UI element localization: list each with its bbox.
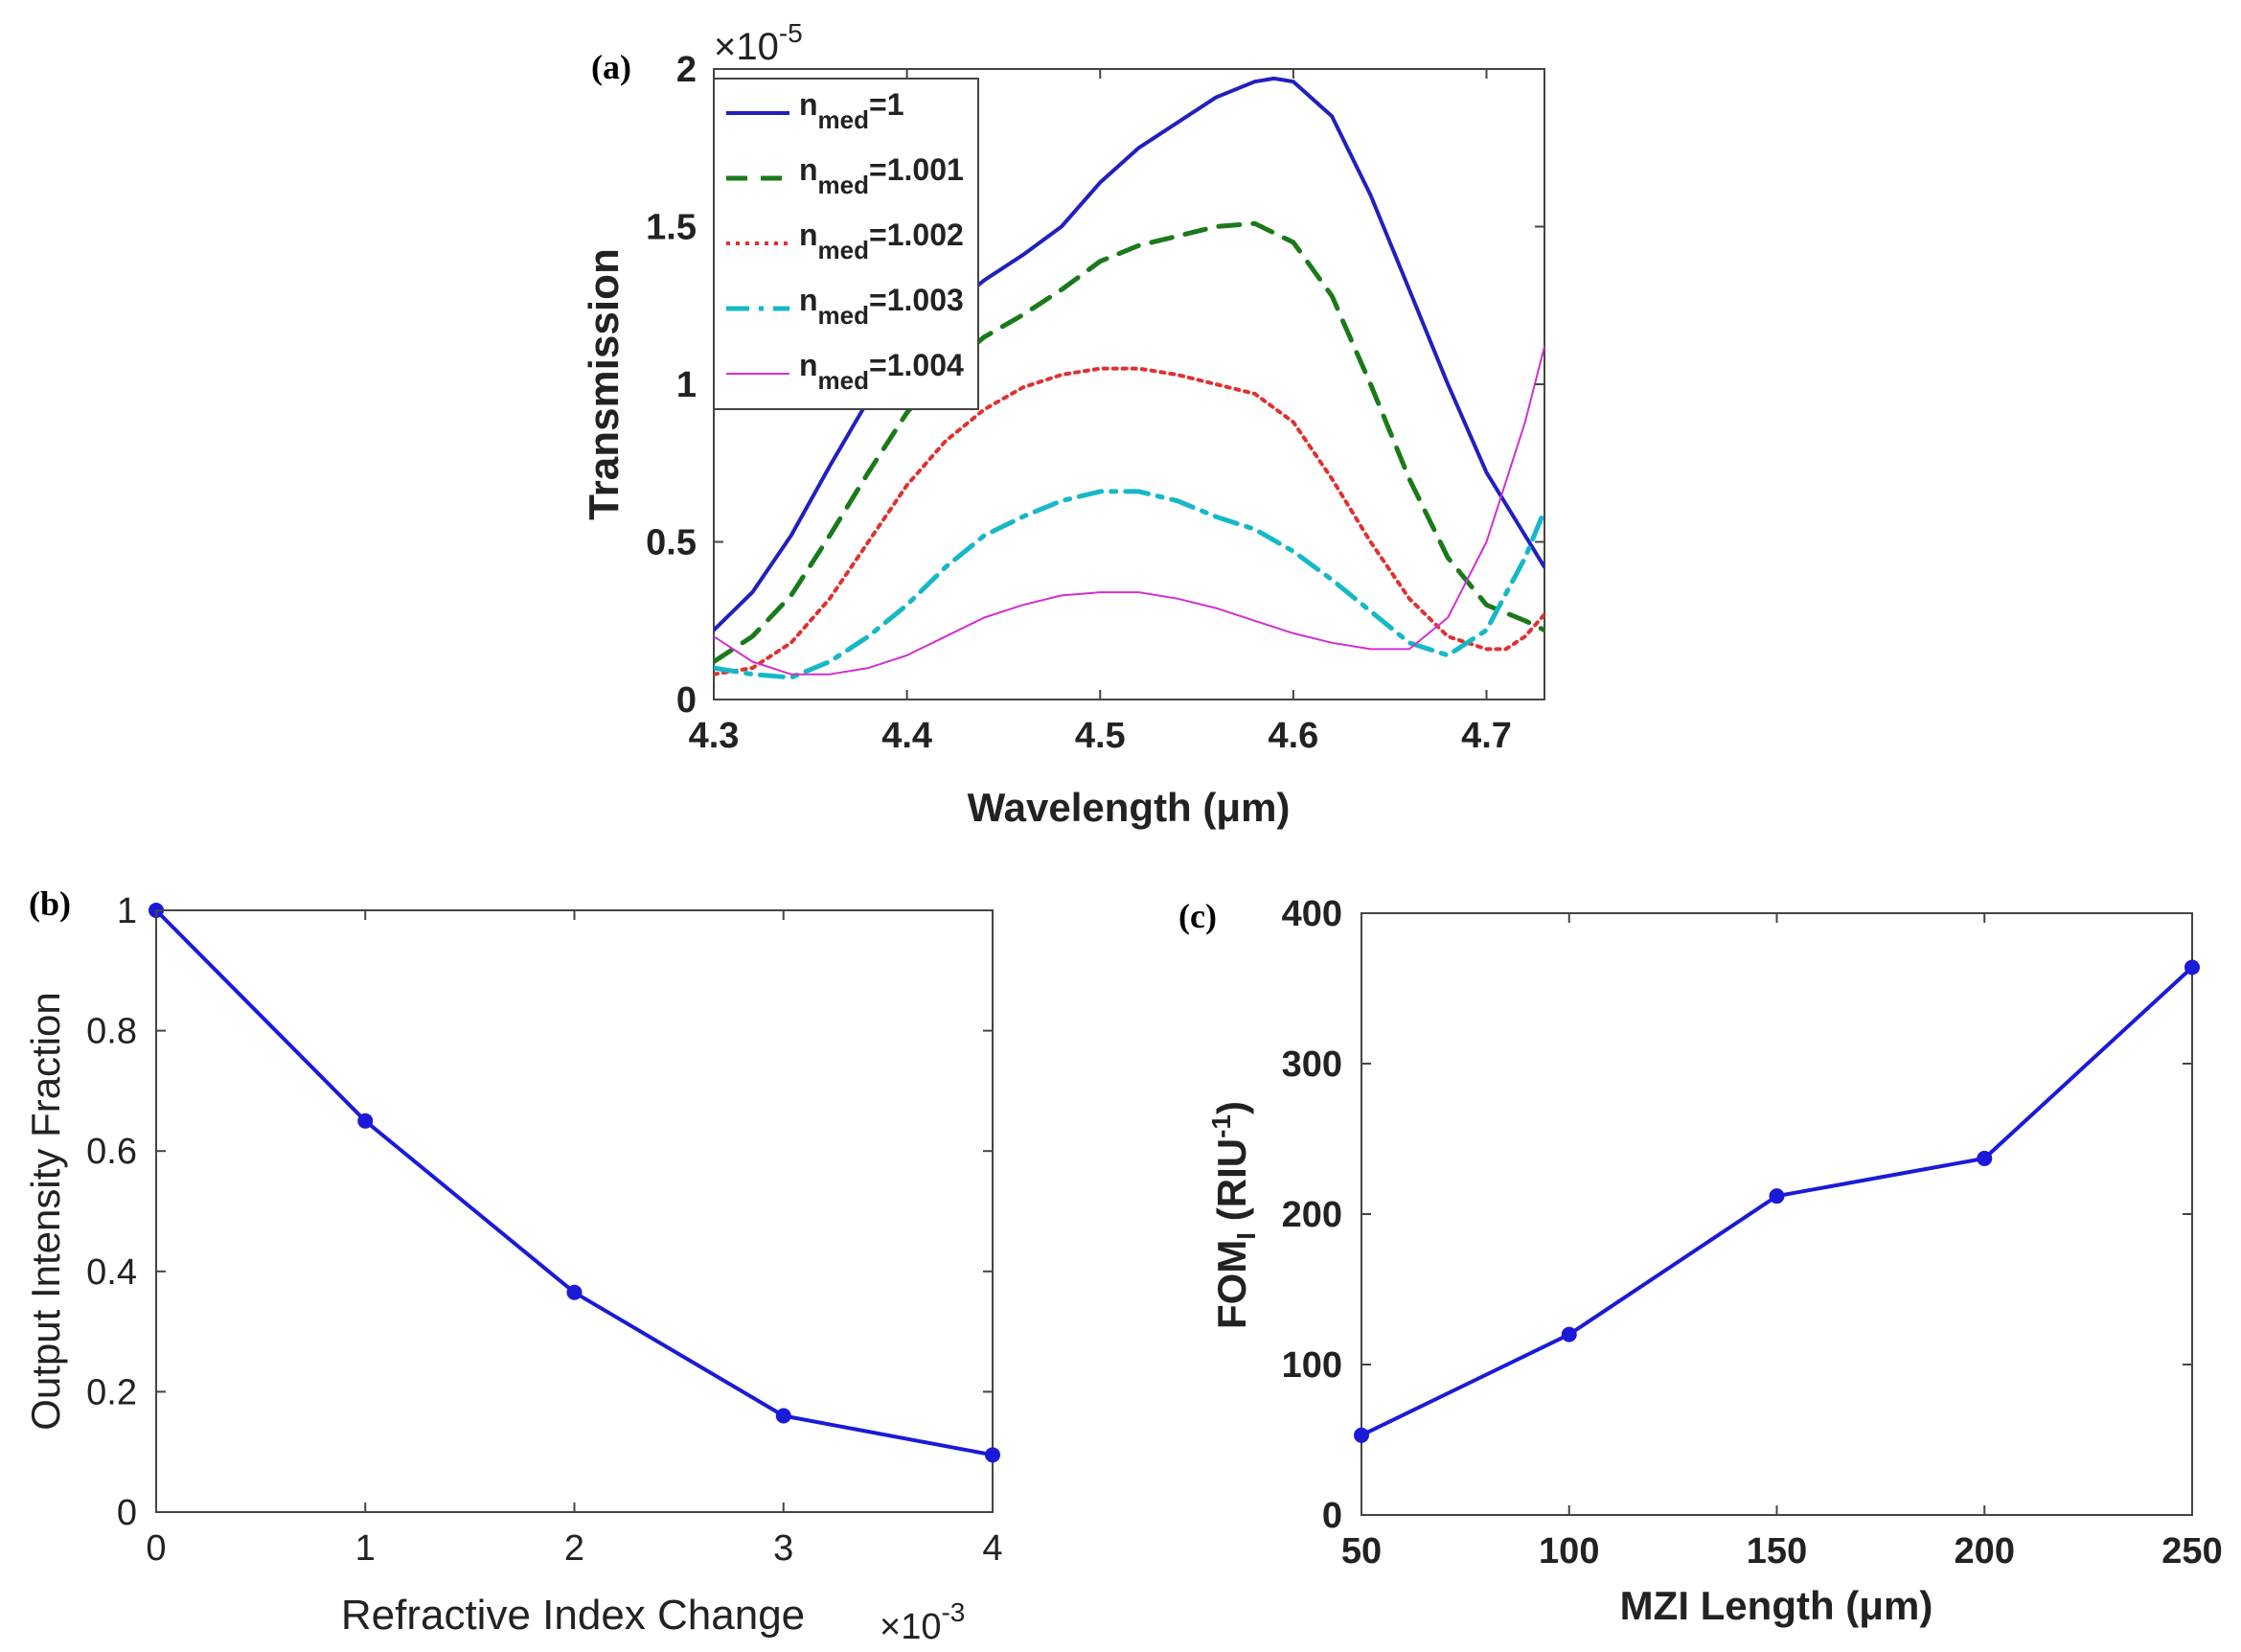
panel-b-exponent: ×10-3 — [880, 1597, 965, 1647]
y-tick-label: 100 — [1282, 1345, 1342, 1386]
panel-a-xlabel: Wavelength (μm) — [968, 785, 1291, 830]
x-tick-label: 50 — [1341, 1531, 1382, 1572]
x-tick-label: 100 — [1539, 1531, 1599, 1572]
y-tick-label: 0 — [676, 680, 697, 721]
y-tick-label: 0.6 — [86, 1132, 137, 1172]
y-tick-label: 1.5 — [646, 208, 697, 248]
panel-a-label: (a) — [591, 48, 631, 86]
series-line-5 — [714, 345, 1544, 676]
y-tick-label: 0.8 — [86, 1012, 137, 1052]
panel-b-label: (b) — [29, 884, 71, 923]
data-point — [1354, 1427, 1369, 1443]
data-point — [2184, 959, 2200, 975]
legend-label-4: nmed=1.003 — [799, 283, 964, 330]
x-tick-label: 250 — [2161, 1531, 2222, 1572]
panel-b: (b) 0 1 2 3 4 0 0.2 0.4 0.6 0.8 1 Refractive Index… — [23, 884, 1003, 1647]
y-tick-label: 300 — [1282, 1044, 1342, 1085]
panel-a-legend: nmed=1 nmed=1.001 nmed=1.002 nmed=1.003 nmed… — [713, 78, 979, 410]
panel-a-exponent: ×10-5 — [714, 18, 803, 68]
panel-a-series — [714, 76, 1544, 680]
y-tick-label: 0.2 — [86, 1372, 137, 1412]
series-line-1 — [714, 76, 1544, 632]
series-line-2 — [714, 220, 1544, 664]
data-point — [357, 1113, 374, 1129]
y-tick-label: 0.4 — [86, 1252, 137, 1293]
data-point — [566, 1284, 583, 1300]
x-tick-label: 4.7 — [1461, 716, 1512, 756]
x-tick-label: 2 — [564, 1528, 584, 1569]
legend-label-5: nmed=1.004 — [799, 348, 964, 395]
legend-label-3: nmed=1.002 — [799, 218, 964, 264]
series-line-4 — [714, 489, 1544, 680]
panel-b-frame — [155, 909, 994, 1513]
panel-b-series — [149, 903, 1000, 1463]
data-point — [775, 1408, 791, 1424]
data-point — [1769, 1188, 1785, 1205]
x-tick-label: 4.3 — [689, 716, 740, 756]
x-tick-label: 200 — [1955, 1531, 2015, 1572]
data-point — [985, 1447, 1000, 1463]
y-tick-label: 2 — [676, 50, 697, 90]
y-tick-label: 0 — [117, 1493, 137, 1533]
panel-b-xlabel: Refractive Index Change — [341, 1592, 805, 1639]
y-tick-label: 1 — [676, 365, 697, 405]
y-tick-label: 200 — [1282, 1195, 1342, 1235]
y-tick-label: 0.5 — [646, 523, 697, 563]
x-tick-label: 4.6 — [1268, 716, 1318, 756]
x-tick-label: 4.5 — [1075, 716, 1126, 756]
x-tick-label: 4.4 — [881, 716, 932, 756]
data-point — [1977, 1150, 1993, 1166]
panel-c-frame — [1361, 912, 2193, 1516]
y-tick-label: 1 — [117, 891, 137, 931]
x-tick-label: 0 — [146, 1528, 166, 1569]
series-line-3 — [714, 366, 1544, 677]
legend-label-1: nmed=1 — [799, 87, 904, 134]
data-point — [1561, 1326, 1577, 1342]
x-tick-label: 4 — [982, 1528, 1002, 1569]
panel-a-ylabel: Transmission — [581, 248, 628, 520]
panel-b-ylabel: Output Intensity Fraction — [23, 992, 68, 1431]
panel-c-xlabel: MZI Length (μm) — [1620, 1583, 1933, 1628]
legend-label-2: nmed=1.001 — [799, 152, 964, 199]
x-tick-label: 150 — [1747, 1531, 1807, 1572]
y-tick-label: 0 — [1322, 1496, 1342, 1536]
panel-a: (a) 4.3 4.4 4.5 4.6 4.7 0 0.5 1 1.5 2 ×10-5 Wavel… — [581, 18, 1545, 830]
panel-c: (c) 50 100 150 200 250 0 100 200 300 400 MZI Leng… — [1178, 894, 2223, 1628]
panel-c-ylabel: FOMI (RIU-1) — [1206, 1101, 1261, 1329]
x-tick-label: 3 — [773, 1528, 793, 1569]
panel-c-series — [1354, 959, 2200, 1443]
panel-c-label: (c) — [1178, 897, 1217, 935]
y-tick-label: 400 — [1282, 894, 1342, 934]
x-tick-label: 1 — [355, 1528, 376, 1569]
